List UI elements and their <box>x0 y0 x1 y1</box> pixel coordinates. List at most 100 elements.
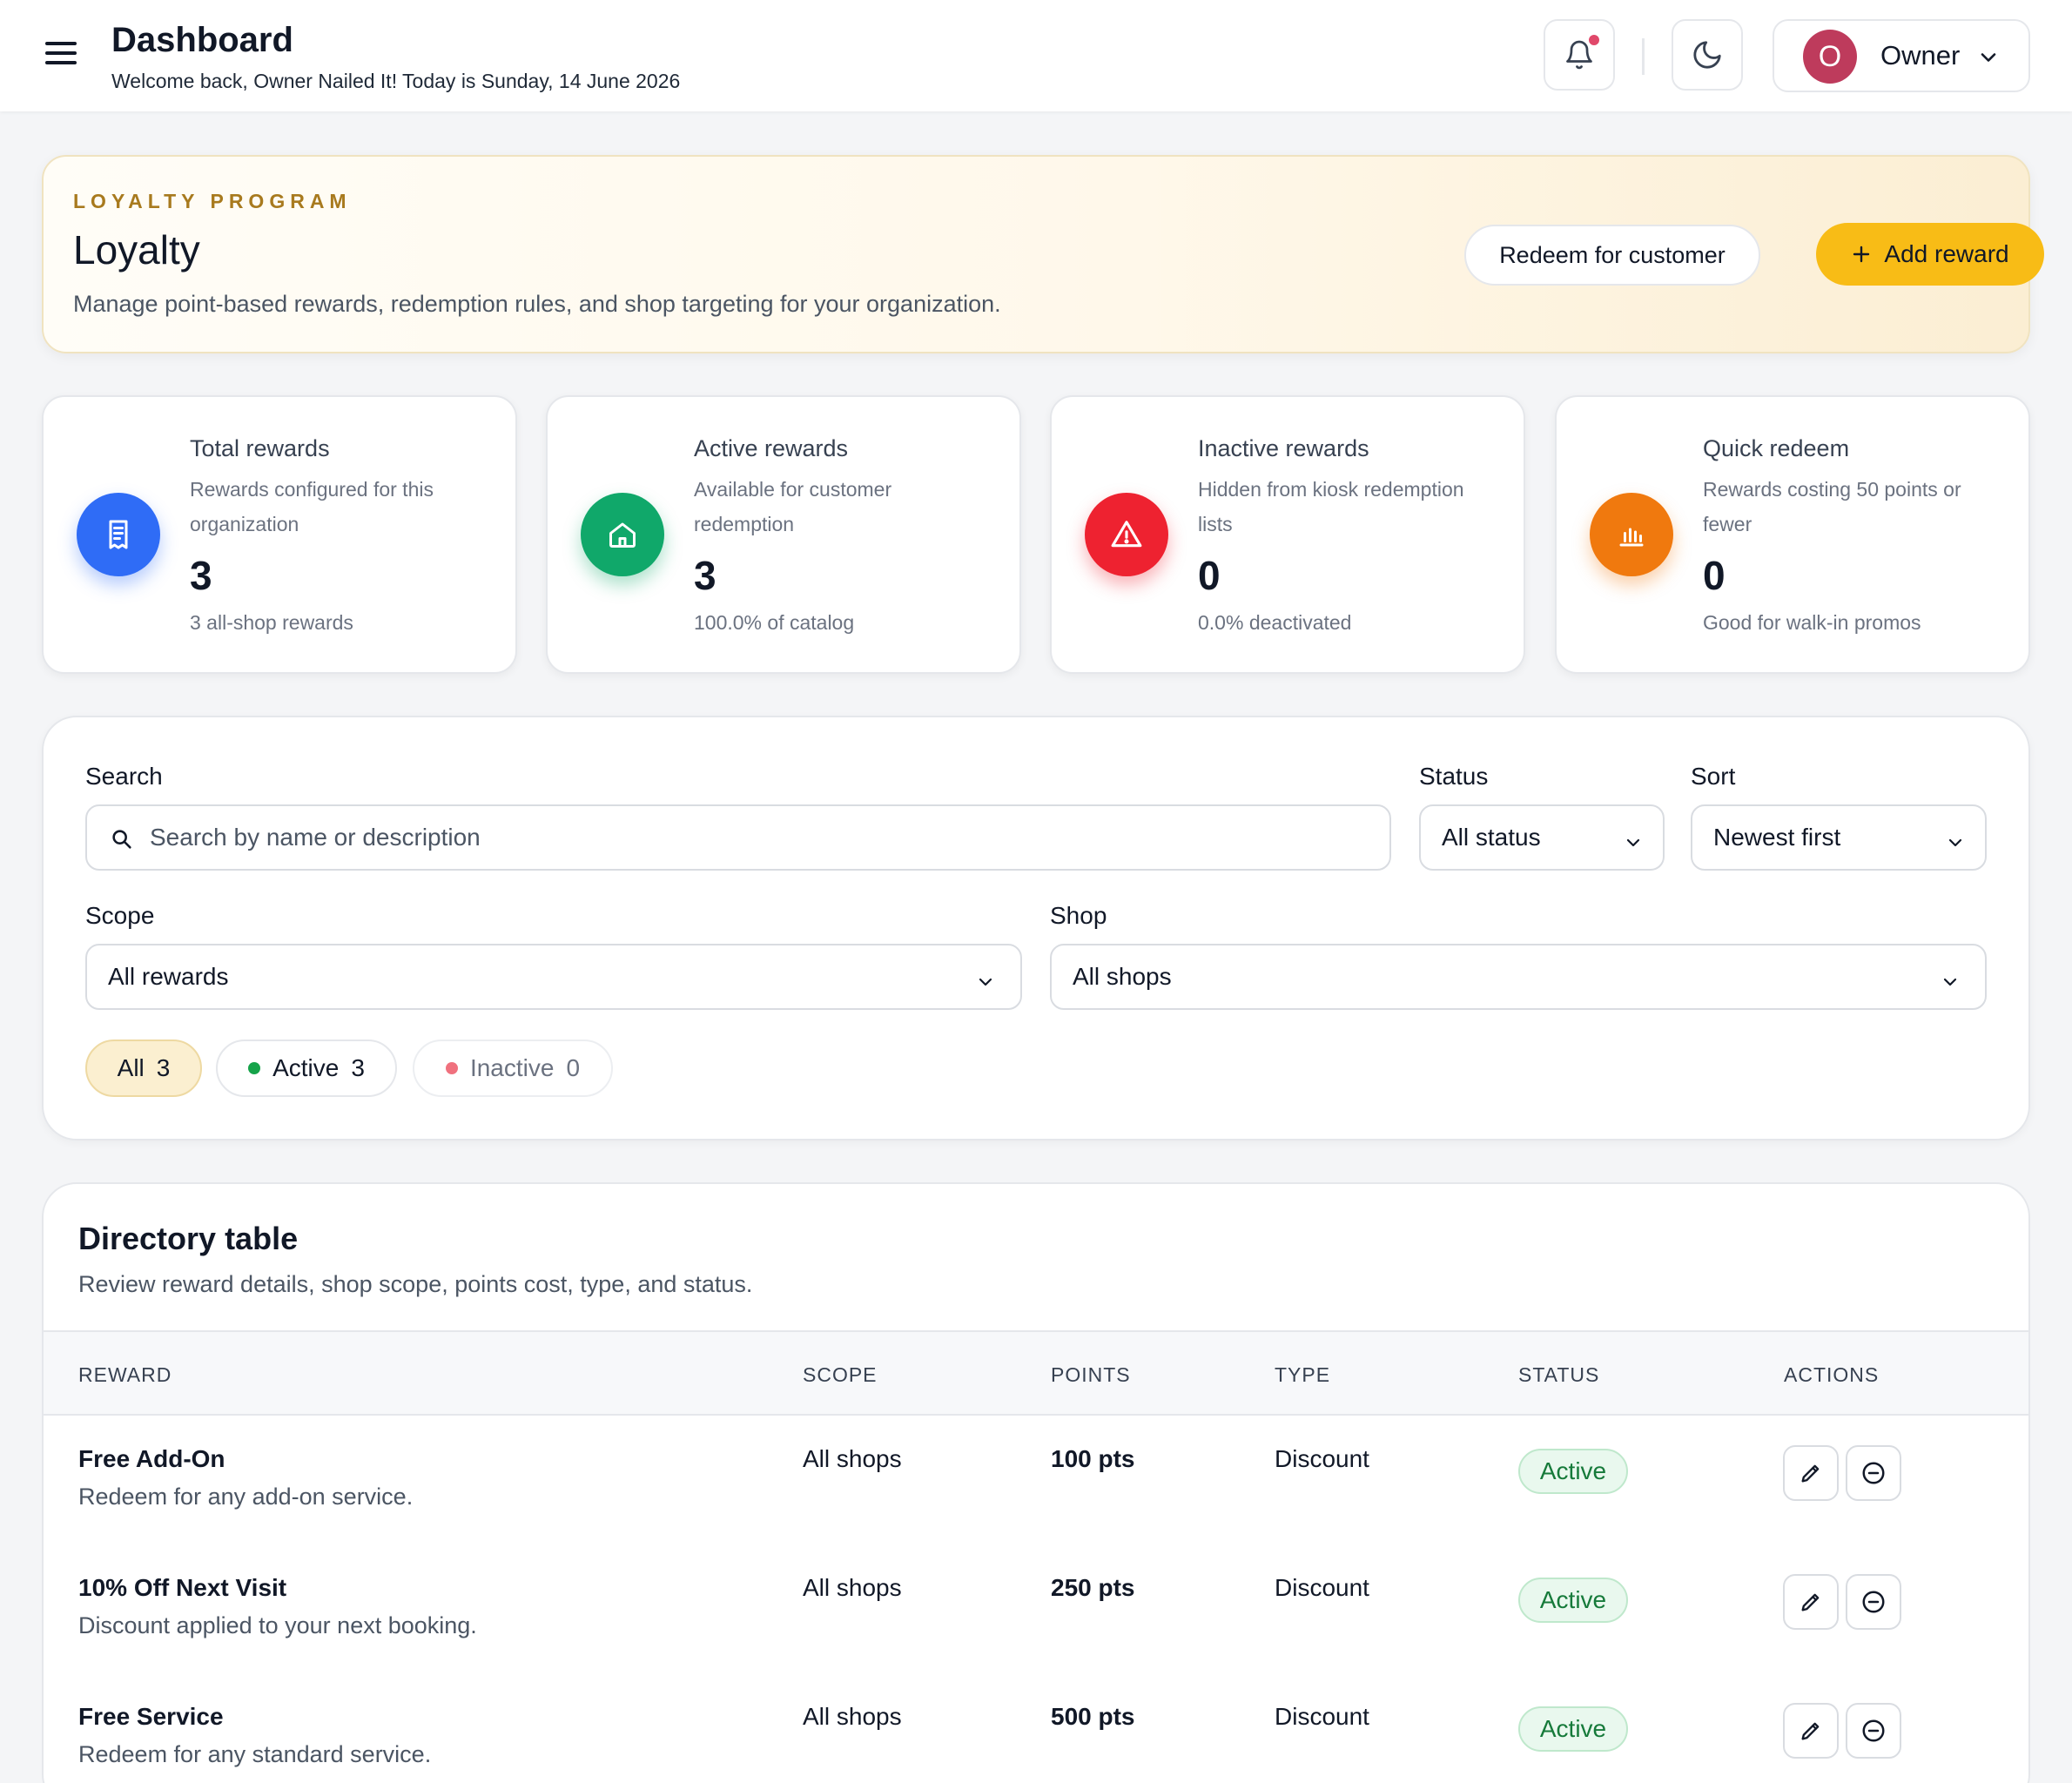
loyalty-hero: LOYALTY PROGRAM Loyalty Manage point-bas… <box>42 155 2044 353</box>
status-badge: Active <box>1518 1578 1628 1623</box>
table-row: Free Service Redeem for any standard ser… <box>44 1673 2028 1783</box>
pill-label: Active <box>272 1054 340 1081</box>
table-row: 10% Off Next Visit Discount applied to y… <box>44 1544 2028 1673</box>
reward-name: Free Add-On <box>78 1445 225 1472</box>
table-header: REWARD SCOPE POINTS TYPE STATUS ACTIONS <box>44 1330 2028 1416</box>
stat-footnote: Good for walk-in promos <box>1703 611 1921 634</box>
stat-card-active-rewards: Active rewards Available for customer re… <box>546 395 1021 674</box>
moon-icon <box>1693 41 1721 69</box>
pill-count: 3 <box>156 1054 171 1081</box>
status-badge: Active <box>1518 1449 1628 1494</box>
stat-footnote: 0.0% deactivated <box>1198 611 1352 634</box>
stat-value: 0 <box>1703 553 1726 598</box>
reward-description: Redeem for any add-on service. <box>78 1484 414 1510</box>
pencil-icon <box>1801 1593 1820 1611</box>
deactivate-button[interactable] <box>1846 1445 1901 1501</box>
inactive-dot-icon <box>445 1062 458 1074</box>
stat-card-quick-redeem: Quick redeem Rewards costing 50 points o… <box>1555 395 2030 674</box>
active-dot-icon <box>248 1062 261 1074</box>
reward-points: 100 pts <box>1051 1445 1135 1472</box>
stat-description: Hidden from kiosk redemption lists <box>1198 478 1464 535</box>
reward-scope: All shops <box>803 1574 902 1601</box>
pill-label: All <box>117 1054 145 1081</box>
search-icon <box>112 830 131 849</box>
receipt-icon <box>77 493 160 576</box>
stat-title: Total rewards <box>190 435 330 461</box>
add-reward-label: Add reward <box>1884 240 2009 267</box>
add-reward-button[interactable]: Add reward <box>1816 223 2044 286</box>
filter-pill-all[interactable]: All 3 <box>85 1040 202 1097</box>
stat-description: Available for customer redemption <box>694 478 892 535</box>
status-badge: Active <box>1518 1706 1628 1752</box>
chevron-down-icon <box>1943 978 1957 986</box>
shop-select-value: All shops <box>1073 963 1172 990</box>
stat-description: Rewards configured for this organization <box>190 478 434 535</box>
shop-label: Shop <box>1050 902 1107 929</box>
theme-toggle-button[interactable] <box>1672 19 1743 91</box>
edit-button[interactable] <box>1783 1574 1839 1630</box>
search-input[interactable]: Search by name or description <box>85 804 1391 871</box>
user-menu[interactable]: O Owner <box>1773 19 2030 92</box>
table-row: Free Add-On Redeem for any add-on servic… <box>44 1416 2028 1544</box>
hero-description: Manage point-based rewards, redemption r… <box>73 291 1001 317</box>
reward-points: 500 pts <box>1051 1703 1135 1730</box>
stat-value: 0 <box>1198 553 1221 598</box>
scope-select-value: All rewards <box>108 963 229 990</box>
scope-select[interactable]: All rewards <box>85 944 1022 1010</box>
column-header-scope: SCOPE <box>803 1363 878 1386</box>
avatar: O <box>1803 30 1857 84</box>
bar-chart-icon <box>1590 493 1673 576</box>
sort-select-value: Newest first <box>1713 824 1841 851</box>
reward-scope: All shops <box>803 1445 902 1472</box>
table-title: Directory table <box>78 1221 299 1256</box>
filter-pill-active[interactable]: Active 3 <box>216 1040 397 1097</box>
column-header-status: STATUS <box>1518 1363 1600 1386</box>
chevron-down-icon <box>1948 838 1962 847</box>
minus-circle-icon <box>1862 1462 1885 1484</box>
notifications-button[interactable] <box>1544 19 1615 91</box>
status-select[interactable]: All status <box>1419 804 1665 871</box>
deactivate-button[interactable] <box>1846 1703 1901 1759</box>
minus-circle-icon <box>1862 1591 1885 1613</box>
column-header-reward: REWARD <box>78 1363 172 1386</box>
table-description: Review reward details, shop scope, point… <box>78 1271 753 1297</box>
top-bar: Dashboard Welcome back, Owner Nailed It!… <box>0 0 2072 111</box>
scope-label: Scope <box>85 902 155 929</box>
stat-title: Quick redeem <box>1703 435 1850 461</box>
sort-select[interactable]: Newest first <box>1691 804 1987 871</box>
column-header-type: TYPE <box>1275 1363 1331 1386</box>
filter-pill-inactive[interactable]: Inactive 0 <box>413 1040 613 1097</box>
column-header-actions: ACTIONS <box>1784 1363 1880 1386</box>
stat-card-total-rewards: Total rewards Rewards configured for thi… <box>42 395 517 674</box>
plus-icon <box>1853 246 1870 263</box>
sort-label: Sort <box>1691 763 1736 790</box>
reward-type: Discount <box>1275 1703 1369 1730</box>
reward-name: 10% Off Next Visit <box>78 1574 287 1601</box>
reward-type: Discount <box>1275 1445 1369 1472</box>
reward-name: Free Service <box>78 1703 224 1730</box>
stat-card-inactive-rewards: Inactive rewards Hidden from kiosk redem… <box>1050 395 1525 674</box>
minus-circle-icon <box>1862 1719 1885 1742</box>
bell-icon <box>1566 40 1592 70</box>
deactivate-button[interactable] <box>1846 1574 1901 1630</box>
home-icon <box>581 493 664 576</box>
user-name: Owner <box>1880 40 1961 71</box>
stat-title: Inactive rewards <box>1198 435 1369 461</box>
reward-type: Discount <box>1275 1574 1369 1601</box>
edit-button[interactable] <box>1783 1703 1839 1759</box>
hero-eyebrow: LOYALTY PROGRAM <box>73 190 352 212</box>
page-title: Dashboard <box>111 21 293 59</box>
notification-dot <box>1587 33 1601 47</box>
reward-description: Discount applied to your next booking. <box>78 1612 477 1638</box>
redeem-for-customer-button[interactable]: Redeem for customer <box>1464 225 1760 286</box>
column-header-points: POINTS <box>1051 1363 1131 1386</box>
stat-title: Active rewards <box>694 435 849 461</box>
stat-value: 3 <box>190 553 212 598</box>
hamburger-menu-icon[interactable] <box>45 42 80 68</box>
hero-title: Loyalty <box>73 227 200 272</box>
chevron-down-icon <box>1626 838 1640 847</box>
warning-icon <box>1085 493 1168 576</box>
edit-button[interactable] <box>1783 1445 1839 1501</box>
chevron-down-icon <box>1981 53 1996 62</box>
shop-select[interactable]: All shops <box>1050 944 1987 1010</box>
